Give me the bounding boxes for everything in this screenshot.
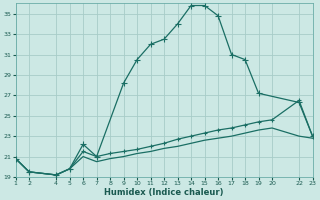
X-axis label: Humidex (Indice chaleur): Humidex (Indice chaleur) — [104, 188, 224, 197]
